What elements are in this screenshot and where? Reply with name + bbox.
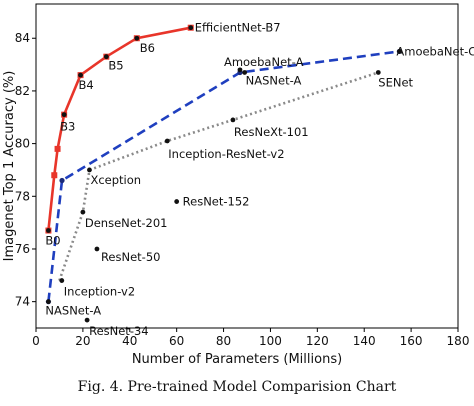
x-tick-label: 100 xyxy=(259,334,282,348)
data-point xyxy=(375,70,381,75)
x-tick-label: 160 xyxy=(400,334,423,348)
axes: 0 20 40 60 80 100 120 140 160 180 74 76 78 80 82 84 Numb… xyxy=(2,3,470,367)
data-point xyxy=(46,299,51,305)
plot-frame xyxy=(35,3,459,329)
point-label: NASNet-A xyxy=(246,73,302,87)
series-line-dashed xyxy=(47,50,400,302)
point-label: AmoebaNet-A xyxy=(224,55,304,69)
data-point xyxy=(46,228,51,233)
point-label: DenseNet-201 xyxy=(85,216,168,230)
point-label: B0 xyxy=(45,234,60,248)
x-tick-label: 140 xyxy=(353,334,376,348)
point-label: AmoebaNet-C xyxy=(396,44,474,58)
figure-caption: Fig. 4. Pre-trained Model Comparision Ch… xyxy=(77,379,397,395)
y-tick-label: 80 xyxy=(15,137,30,151)
point-label: ResNet-152 xyxy=(183,195,250,209)
point-labels: EfficientNet-B7 B6 B5 B4 B3 B0 AmoebaNet-A NASN… xyxy=(45,21,474,338)
y-axis-label: Imagenet Top 1 Accuracy (%) xyxy=(2,71,17,262)
data-point xyxy=(84,317,90,323)
data-point xyxy=(164,138,170,144)
data-point xyxy=(80,209,86,215)
y-tick-label: 78 xyxy=(15,189,30,203)
data-point xyxy=(242,70,248,75)
x-tick-label: 80 xyxy=(216,334,231,348)
series-line-dotted xyxy=(58,71,379,282)
data-point xyxy=(103,54,109,60)
data-point xyxy=(59,278,65,283)
x-tick-label: 60 xyxy=(169,334,184,348)
x-tick-label: 20 xyxy=(75,334,90,348)
data-point xyxy=(174,199,180,204)
point-label: B4 xyxy=(79,78,94,92)
square-marker xyxy=(54,145,61,152)
point-label: ResNet-50 xyxy=(101,250,161,264)
chart: EfficientNet-B7 B6 B5 B4 B3 B0 AmoebaNet-A NASN… xyxy=(2,3,474,367)
data-point xyxy=(94,246,100,252)
point-label: SENet xyxy=(378,75,413,89)
points xyxy=(46,25,402,323)
data-point xyxy=(237,67,243,73)
point-label: ResNet-34 xyxy=(89,324,149,338)
data-point xyxy=(87,167,92,173)
point-label: Xception xyxy=(90,173,141,187)
point-label: ResNeXt-101 xyxy=(234,125,309,139)
data-point xyxy=(230,117,236,123)
x-tick-label: 180 xyxy=(447,334,470,348)
square-marker xyxy=(51,172,58,179)
data-point xyxy=(134,35,140,41)
x-tick-label: 40 xyxy=(122,334,137,348)
point-label: B5 xyxy=(108,59,123,73)
x-axis-label: Number of Parameters (Millions) xyxy=(132,352,342,367)
point-label: B6 xyxy=(140,41,155,55)
data-point xyxy=(61,112,67,118)
x-tick-label: 120 xyxy=(306,334,329,348)
point-label: Inception-ResNet-v2 xyxy=(168,147,284,161)
point-label: NASNet-A xyxy=(45,304,101,318)
series-line-solid xyxy=(47,26,191,231)
y-tick-label: 84 xyxy=(15,31,30,45)
point-label: EfficientNet-B7 xyxy=(195,21,281,35)
data-point xyxy=(78,72,83,78)
circle-marker xyxy=(59,177,65,184)
series-lines xyxy=(47,26,400,302)
y-tick-label: 76 xyxy=(15,242,30,256)
x-tick-label: 0 xyxy=(32,334,40,348)
point-label: Inception-v2 xyxy=(64,285,135,299)
y-tick-label: 74 xyxy=(15,295,30,309)
data-point xyxy=(188,25,194,31)
point-label: B3 xyxy=(60,120,75,134)
data-point xyxy=(396,49,402,54)
y-tick-label: 82 xyxy=(15,84,30,98)
